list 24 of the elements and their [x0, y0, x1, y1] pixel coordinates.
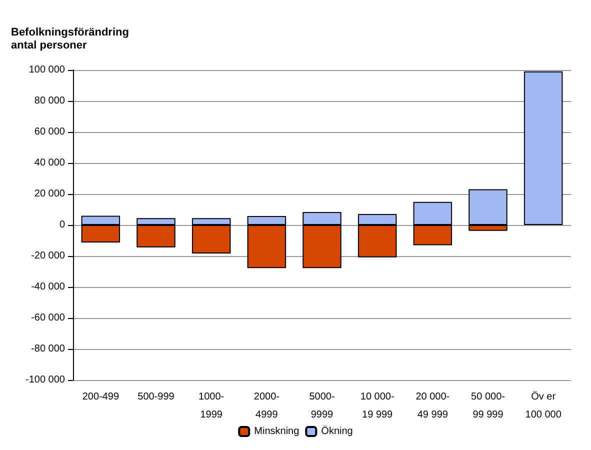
y-axis-title: Befolkningsförändring antal personer [11, 26, 129, 52]
legend-label: Minskning [254, 426, 300, 437]
x-tick-label: 5000- 9999 [309, 392, 335, 420]
x-tick-label: 20 000- 49 999 [416, 392, 450, 420]
x-tick-label: Öv er 100 000 [525, 390, 562, 420]
y-tick-label: -20 000 [31, 250, 66, 262]
y-tick-label: -60 000 [31, 312, 66, 324]
y-tick-label: -40 000 [31, 282, 66, 292]
y-tick-label: 80 000 [34, 96, 66, 106]
y-tick-label: 100 000 [28, 64, 66, 76]
y-tick-label: 0 [59, 220, 66, 230]
legend-label: Ökning [321, 425, 353, 437]
y-tick-label: -80 000 [31, 344, 66, 354]
y-tick-label: -100 000 [26, 374, 66, 386]
x-tick-label: 2000- 4999 [254, 392, 280, 420]
bar [524, 71, 563, 225]
x-tick-label: 1000- 1999 [198, 392, 224, 420]
y-tick-label: 20 000 [34, 188, 66, 200]
y-tick-label: 40 000 [34, 158, 66, 168]
y-tick-label: 60 000 [34, 126, 66, 138]
x-tick-label: 200-499 [82, 392, 120, 402]
x-tick-label: 500-999 [138, 392, 175, 402]
x-tick-label: 10 000- 19 999 [360, 392, 394, 420]
x-tick-label: 50 000- 99 999 [471, 392, 505, 420]
